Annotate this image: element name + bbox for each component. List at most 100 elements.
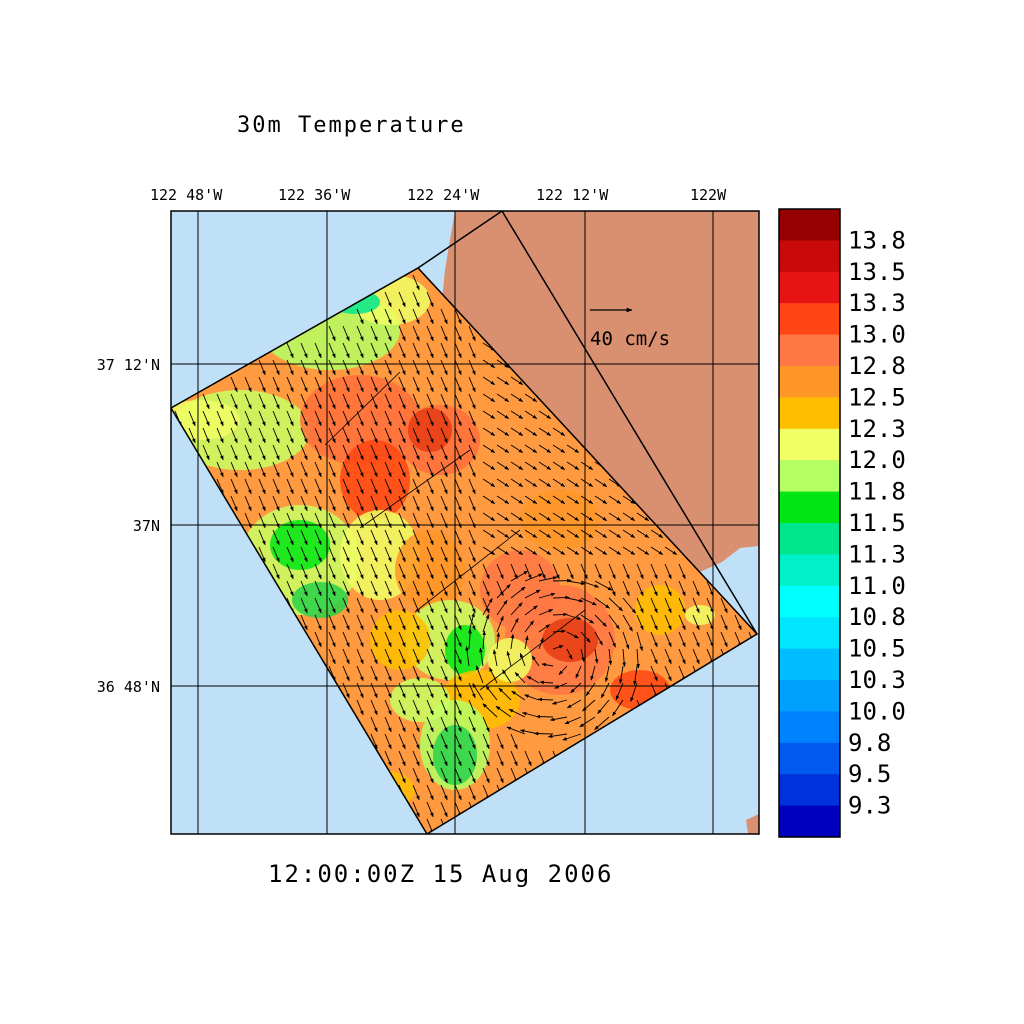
velocity-arrow (440, 427, 448, 444)
velocity-arrow (594, 495, 608, 504)
velocity-arrow (566, 546, 580, 555)
velocity-arrow (398, 427, 406, 444)
velocity-arrow (412, 393, 420, 410)
colorbar-label: 12.3 (848, 415, 906, 443)
velocity-arrow (426, 580, 434, 597)
velocity-arrow (314, 495, 322, 512)
velocity-arrow (342, 495, 350, 512)
velocity-arrow (440, 801, 448, 818)
velocity-arrow (300, 563, 308, 580)
velocity-arrow (454, 461, 462, 478)
velocity-arrow (482, 546, 496, 555)
velocity-arrow (426, 767, 434, 784)
velocity-arrow (216, 444, 224, 461)
velocity-arrow (384, 733, 392, 750)
velocity-arrow (328, 376, 336, 393)
velocity-arrow (370, 699, 378, 716)
velocity-arrow (300, 393, 308, 410)
velocity-arrow (384, 580, 392, 597)
velocity-arrow (426, 733, 434, 750)
velocity-arrow (706, 597, 714, 614)
velocity-arrow (356, 682, 364, 699)
velocity-arrow (398, 529, 406, 546)
velocity-arrow (258, 495, 266, 512)
velocity-arrow (272, 563, 280, 580)
temperature-patch (635, 585, 685, 635)
velocity-arrow (468, 495, 476, 512)
lon-label-2: 122 36'W (278, 186, 351, 204)
velocity-arrow (524, 620, 534, 633)
velocity-arrow (258, 546, 266, 563)
velocity-arrow (398, 308, 406, 325)
velocity-arrow (286, 359, 294, 376)
velocity-arrow (300, 495, 308, 512)
velocity-arrow (468, 682, 476, 699)
velocity-arrow (633, 665, 638, 686)
temperature-patch (542, 618, 598, 662)
temperature-patch (480, 550, 560, 630)
velocity-arrow (384, 461, 392, 478)
velocity-arrow (398, 648, 406, 665)
velocity-arrow (314, 410, 322, 427)
velocity-arrow (412, 597, 420, 614)
velocity-arrow (650, 665, 658, 682)
velocity-arrow (412, 716, 420, 733)
velocity-arrow (272, 376, 280, 393)
velocity-arrow (342, 665, 350, 682)
colorbar-swatch (779, 805, 840, 838)
velocity-arrow (482, 580, 490, 597)
velocity-arrow (314, 580, 322, 597)
velocity-arrow (468, 342, 476, 359)
velocity-arrow (356, 325, 364, 342)
velocity-arrow (664, 614, 672, 631)
velocity-arrow (482, 597, 490, 614)
velocity-arrow (300, 546, 308, 563)
velocity-arrow (468, 359, 476, 376)
velocity-arrow (202, 444, 210, 461)
velocity-arrow (370, 495, 378, 512)
velocity-arrow (552, 478, 566, 487)
velocity-arrow (608, 597, 623, 612)
velocity-arrow (398, 665, 406, 682)
velocity-arrow (538, 563, 546, 580)
velocity-arrow (356, 597, 364, 614)
reference-vector-label: 40 cm/s (590, 328, 670, 350)
velocity-arrow (636, 512, 650, 521)
velocity-arrow (342, 393, 350, 410)
velocity-arrow (524, 589, 541, 599)
velocity-arrow (454, 325, 462, 342)
colorbar-label: 13.5 (848, 258, 906, 286)
velocity-arrow (566, 699, 582, 709)
velocity-arrow (244, 393, 252, 410)
velocity-arrow (552, 529, 566, 538)
velocity-arrow (496, 599, 508, 616)
velocity-arrow (510, 750, 518, 767)
velocity-arrow (552, 546, 566, 555)
velocity-arrow (510, 427, 524, 436)
velocity-arrow (468, 580, 476, 597)
velocity-arrow (356, 563, 364, 580)
velocity-arrow (370, 461, 378, 478)
velocity-arrow (496, 632, 501, 650)
velocity-arrow (622, 631, 630, 650)
velocity-arrow (594, 563, 602, 580)
velocity-arrow (370, 631, 378, 648)
velocity-arrow (524, 410, 538, 419)
velocity-arrow (202, 393, 210, 410)
velocity-arrow (475, 665, 484, 684)
velocity-arrow (510, 461, 524, 470)
velocity-arrow (412, 359, 420, 376)
velocity-arrow (216, 478, 224, 495)
velocity-arrow (426, 682, 434, 699)
colorbar-swatch (779, 617, 840, 650)
velocity-arrow (244, 376, 252, 393)
velocity-arrow (230, 427, 238, 444)
velocity-arrow (608, 512, 622, 521)
velocity-arrow (370, 733, 378, 750)
velocity-arrow (356, 444, 364, 461)
velocity-arrow (230, 376, 238, 393)
velocity-arrow (272, 427, 280, 444)
velocity-arrow (482, 444, 496, 453)
velocity-arrow (485, 685, 498, 701)
velocity-arrow (524, 750, 532, 767)
